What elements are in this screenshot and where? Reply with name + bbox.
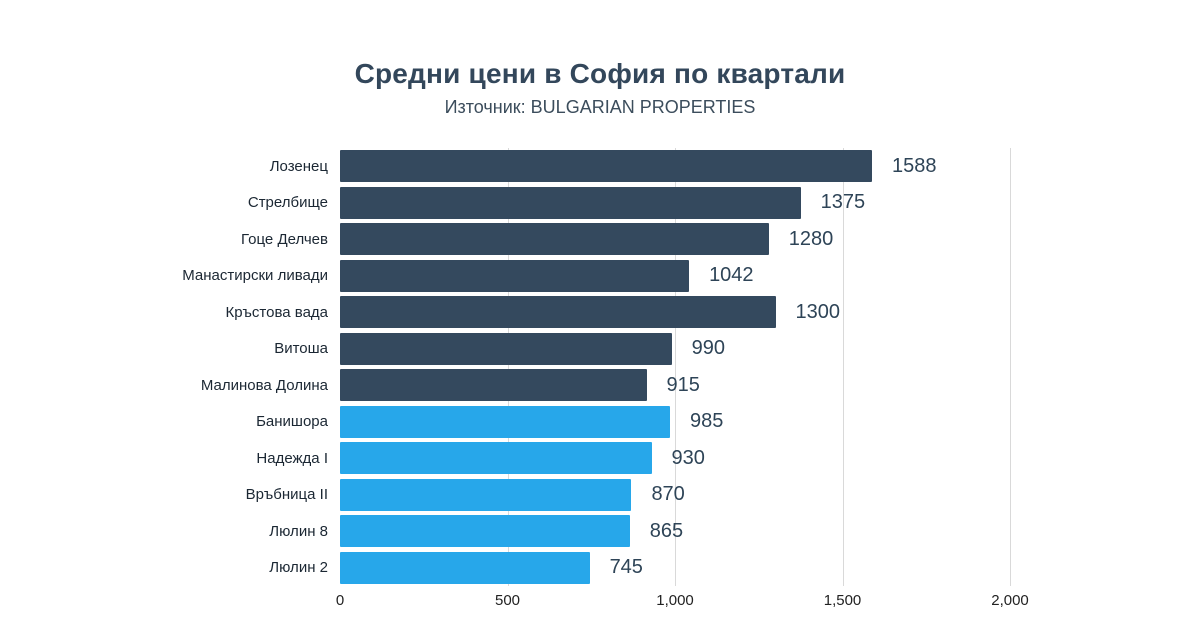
- category-label: Стрелбище: [247, 194, 328, 212]
- bar-plot-area: 1300: [340, 294, 1010, 331]
- bar-plot-area: 865: [340, 513, 1010, 550]
- bar-chart: Лозенец 1588 Стрелбище 1375 Гоце Делчев 1280 М…: [0, 148, 1200, 612]
- x-tick-label: 1,000: [656, 592, 694, 609]
- value-label: 1300: [795, 300, 841, 323]
- bar: [340, 405, 670, 438]
- bar-plot-area: 745: [340, 550, 1010, 587]
- gridline: [842, 148, 844, 586]
- bar: [340, 150, 872, 183]
- x-tick-label: 0: [335, 592, 345, 609]
- bar-plot-area: 1375: [340, 185, 1010, 222]
- bar-row: Връбница II 870: [0, 477, 1200, 514]
- category-label: Люлин 2: [269, 559, 328, 577]
- chart-subtitle: Източник: BULGARIAN PROPERTIES: [444, 97, 756, 117]
- bar-row: Лозенец 1588: [0, 148, 1200, 185]
- bar-row: Люлин 8 865: [0, 513, 1200, 550]
- category-label: Люлин 8: [269, 522, 328, 540]
- bar: [340, 296, 776, 329]
- value-label: 1588: [891, 154, 937, 177]
- value-label: 985: [689, 410, 724, 433]
- bar-plot-area: 1588: [340, 148, 1010, 185]
- bar-row: Люлин 2 745: [0, 550, 1200, 587]
- value-label: 930: [671, 446, 705, 469]
- category-label: Лозенец: [269, 157, 328, 175]
- bar-plot-area: 930: [340, 440, 1010, 477]
- category-label: Банишора: [256, 413, 328, 431]
- chart-header: Средни цени в София по квартали Източник…: [0, 0, 1200, 118]
- value-label: 1042: [709, 264, 754, 287]
- value-label: 865: [649, 519, 684, 542]
- bar-plot-area: 1042: [340, 258, 1010, 295]
- bar-row: Малинова Долина 915: [0, 367, 1200, 404]
- bar-plot-area: 870: [340, 477, 1010, 514]
- category-label: Гоце Делчев: [241, 230, 328, 248]
- x-axis-ticks: 0 500 1,000 1,500 2,000: [336, 590, 1029, 612]
- bar-rows: Лозенец 1588 Стрелбище 1375 Гоце Делчев 1280 М…: [0, 148, 1200, 586]
- bar-row: Витоша 990: [0, 331, 1200, 368]
- value-label: 1375: [820, 191, 866, 214]
- bar: [340, 369, 647, 402]
- category-label: Връбница II: [245, 486, 328, 504]
- bar-plot-area: 985: [340, 404, 1010, 441]
- bar: [340, 186, 801, 219]
- gridline: [507, 148, 509, 586]
- bar-row: Манастирски ливади 1042: [0, 258, 1200, 295]
- category-label: Кръстова вада: [225, 303, 328, 321]
- bar: [340, 551, 590, 584]
- value-label: 990: [691, 337, 726, 360]
- gridlines-layer: [340, 148, 1011, 586]
- x-axis: 0 500 1,000 1,500 2,000: [0, 590, 1200, 612]
- category-label: Манастирски ливади: [182, 267, 328, 285]
- bar-row: Кръстова вада 1300: [0, 294, 1200, 331]
- bar-row: Стрелбище 1375: [0, 185, 1200, 222]
- bar-plot-area: 915: [340, 367, 1010, 404]
- bar-row: Гоце Делчев 1280: [0, 221, 1200, 258]
- category-label: Витоша: [274, 340, 328, 358]
- x-tick-label: 1,500: [823, 592, 862, 609]
- x-tick-label: 500: [494, 592, 521, 609]
- bar: [340, 515, 630, 548]
- x-tick-label: 2,000: [991, 592, 1029, 609]
- bar: [340, 223, 769, 256]
- gridline: [1010, 148, 1011, 586]
- bar: [340, 259, 690, 292]
- gridline: [675, 148, 676, 586]
- bar-row: Надежда I 930: [0, 440, 1200, 477]
- bar-plot-area: 990: [340, 331, 1010, 368]
- value-label: 870: [651, 483, 685, 506]
- bar: [340, 478, 632, 511]
- chart-title: Средни цени в София по квартали: [354, 58, 846, 89]
- value-label: 745: [609, 556, 643, 579]
- bar-plot-area: 1280: [340, 221, 1010, 258]
- x-axis-spacer: [0, 590, 340, 612]
- category-label: Надежда I: [256, 449, 328, 467]
- value-label: 915: [666, 373, 700, 396]
- category-label: Малинова Долина: [200, 376, 328, 394]
- value-label: 1280: [788, 227, 834, 250]
- bar-row: Банишора 985: [0, 404, 1200, 441]
- bar: [340, 442, 652, 475]
- bar: [340, 332, 672, 365]
